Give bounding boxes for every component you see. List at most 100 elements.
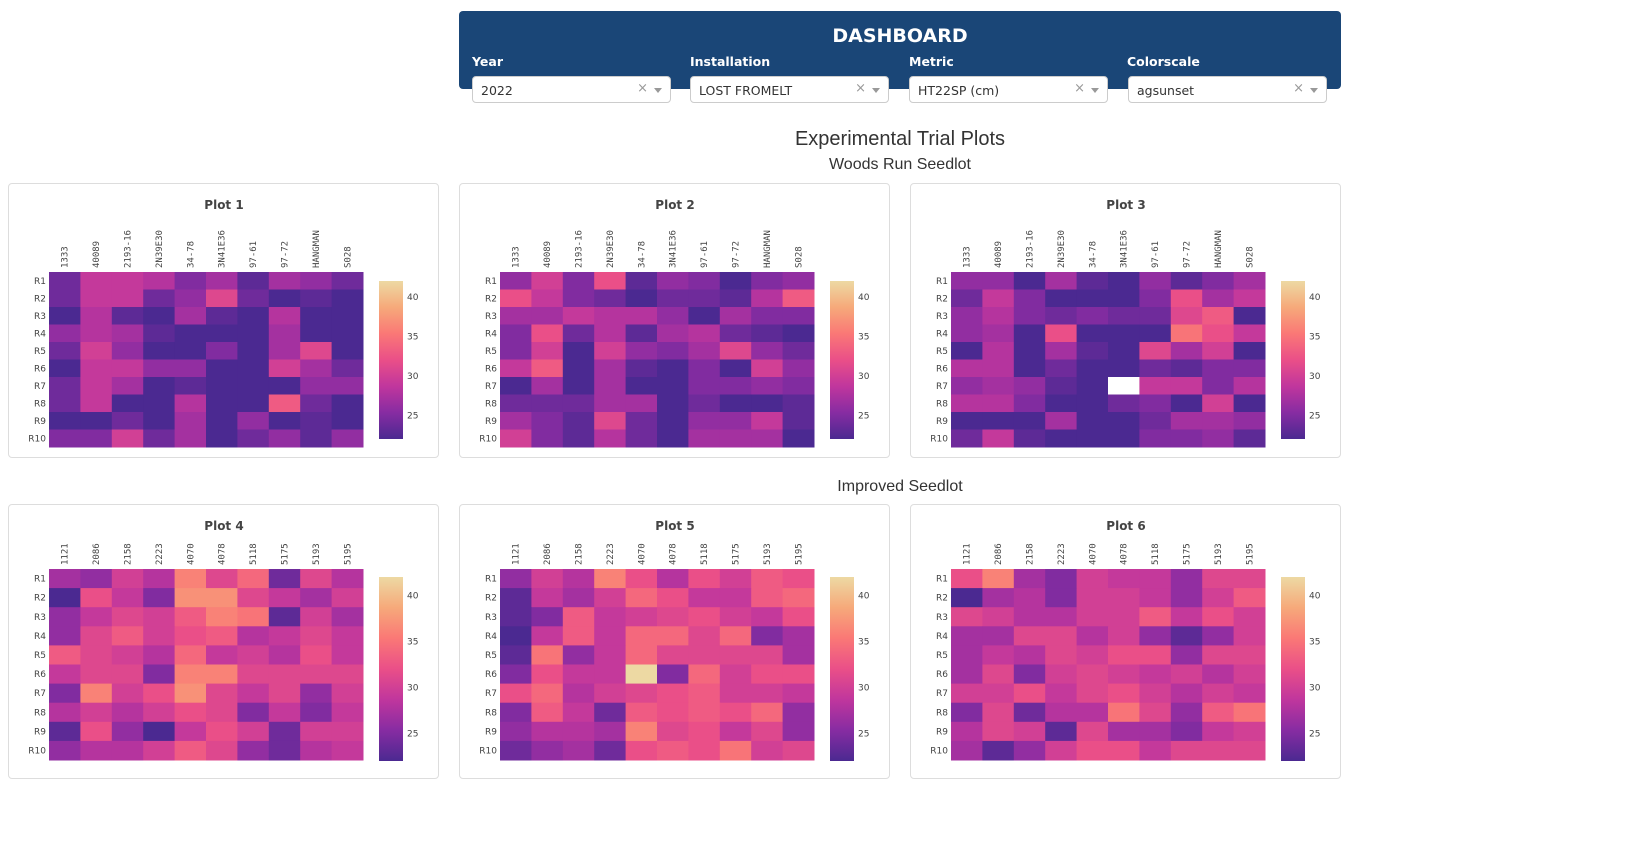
heatmap-cell[interactable] — [1013, 607, 1046, 627]
heatmap-cell[interactable] — [1170, 307, 1203, 325]
heatmap-cell[interactable] — [1170, 702, 1203, 723]
heatmap-cell[interactable] — [751, 569, 784, 589]
heatmap-cell[interactable] — [1108, 683, 1140, 704]
heatmap-cell[interactable] — [206, 740, 238, 761]
heatmap-cell[interactable] — [1202, 702, 1235, 723]
heatmap-cell[interactable] — [49, 359, 81, 378]
heatmap-cell[interactable] — [982, 377, 1015, 395]
heatmap-cell[interactable] — [206, 721, 238, 742]
heatmap-cell[interactable] — [80, 359, 113, 378]
heatmap-cell[interactable] — [688, 626, 721, 646]
heatmap-cell[interactable] — [300, 272, 333, 290]
heatmap-cell[interactable] — [982, 740, 1015, 761]
heatmap-cell[interactable] — [1202, 324, 1235, 343]
chevron-down-icon[interactable] — [1310, 88, 1318, 93]
heatmap-cell[interactable] — [300, 721, 333, 742]
heatmap-cell[interactable] — [782, 412, 815, 430]
heatmap-cell[interactable] — [1076, 569, 1109, 589]
heatmap-cell[interactable] — [1108, 626, 1140, 646]
heatmap-cell[interactable] — [1013, 377, 1046, 395]
heatmap-cell[interactable] — [300, 607, 333, 627]
heatmap-cell[interactable] — [49, 394, 81, 413]
heatmap-cell[interactable] — [982, 645, 1015, 665]
heatmap-cell[interactable] — [782, 289, 815, 308]
heatmap-cell[interactable] — [111, 645, 144, 665]
heatmap-cell[interactable] — [1170, 429, 1203, 448]
heatmap-cell[interactable] — [782, 394, 815, 413]
heatmap-cell[interactable] — [1076, 412, 1109, 430]
heatmap-cell[interactable] — [688, 377, 721, 395]
heatmap-cell[interactable] — [951, 342, 983, 360]
heatmap-cell[interactable] — [174, 412, 207, 430]
heatmap-plot-4[interactable]: Plot 4 1121 2086 2158 2223 4070 4078 5118 5175 51… — [9, 505, 440, 780]
heatmap-cell[interactable] — [625, 324, 658, 343]
heatmap-cell[interactable] — [625, 359, 658, 378]
heatmap-cell[interactable] — [1139, 569, 1172, 589]
heatmap-cell[interactable] — [206, 588, 238, 608]
heatmap-cell[interactable] — [951, 307, 983, 325]
heatmap-cell[interactable] — [268, 272, 301, 290]
heatmap-cell[interactable] — [1076, 429, 1109, 448]
heatmap-cell[interactable] — [1233, 394, 1266, 413]
chevron-down-icon[interactable] — [654, 88, 662, 93]
heatmap-cell[interactable] — [594, 359, 627, 378]
heatmap-cell[interactable] — [951, 588, 983, 608]
heatmap-cell[interactable] — [1045, 721, 1078, 742]
heatmap-cell[interactable] — [531, 588, 564, 608]
heatmap-cell[interactable] — [1233, 342, 1266, 360]
heatmap-cell[interactable] — [1013, 359, 1046, 378]
heatmap-cell[interactable] — [719, 683, 752, 704]
heatmap-plot-2[interactable]: Plot 2 1333 40089 2193-16 2N39E30 34-78 3N41E3… — [460, 184, 891, 459]
heatmap-cell[interactable] — [657, 359, 689, 378]
heatmap-cell[interactable] — [143, 683, 176, 704]
heatmap-cell[interactable] — [719, 289, 752, 308]
heatmap-cell[interactable] — [1170, 272, 1203, 290]
heatmap-cell[interactable] — [751, 588, 784, 608]
heatmap-cell[interactable] — [1076, 324, 1109, 343]
heatmap-cell[interactable] — [174, 307, 207, 325]
heatmap-cell[interactable] — [1108, 664, 1140, 685]
heatmap-cell[interactable] — [237, 569, 270, 589]
heatmap-cell[interactable] — [174, 289, 207, 308]
heatmap-cell[interactable] — [1013, 272, 1046, 290]
heatmap-cell[interactable] — [688, 307, 721, 325]
heatmap-cell[interactable] — [1108, 272, 1140, 290]
heatmap-cell[interactable] — [982, 429, 1015, 448]
heatmap-cell[interactable] — [268, 607, 301, 627]
heatmap-cell[interactable] — [268, 569, 301, 589]
heatmap-cell[interactable] — [719, 702, 752, 723]
heatmap-cell[interactable] — [1013, 740, 1046, 761]
heatmap-cell[interactable] — [300, 683, 333, 704]
heatmap-cell[interactable] — [206, 272, 238, 290]
heatmap-cell[interactable] — [331, 626, 364, 646]
heatmap-cell[interactable] — [782, 702, 815, 723]
heatmap-cell[interactable] — [237, 272, 270, 290]
heatmap-cell[interactable] — [331, 588, 364, 608]
heatmap-cell[interactable] — [1108, 359, 1140, 378]
heatmap-cell[interactable] — [1076, 721, 1109, 742]
heatmap-cell[interactable] — [80, 394, 113, 413]
heatmap-cell[interactable] — [625, 429, 658, 448]
heatmap-cell[interactable] — [500, 626, 532, 646]
heatmap-cell[interactable] — [300, 377, 333, 395]
heatmap-cell[interactable] — [143, 412, 176, 430]
heatmap-cell[interactable] — [562, 342, 595, 360]
heatmap-cell[interactable] — [1139, 412, 1172, 430]
heatmap-cell[interactable] — [500, 645, 532, 665]
heatmap-cell[interactable] — [719, 272, 752, 290]
heatmap-cell[interactable] — [300, 342, 333, 360]
heatmap-cell[interactable] — [237, 645, 270, 665]
heatmap-cell[interactable] — [1013, 721, 1046, 742]
heatmap-cell[interactable] — [1045, 412, 1078, 430]
heatmap-cell[interactable] — [111, 307, 144, 325]
heatmap-cell[interactable] — [951, 683, 983, 704]
heatmap-cell[interactable] — [951, 607, 983, 627]
heatmap-cell[interactable] — [751, 429, 784, 448]
heatmap-cell[interactable] — [982, 702, 1015, 723]
heatmap-cell[interactable] — [562, 272, 595, 290]
heatmap-cell[interactable] — [1233, 429, 1266, 448]
heatmap-cell[interactable] — [751, 740, 784, 761]
heatmap-cell[interactable] — [143, 626, 176, 646]
heatmap-cell[interactable] — [1013, 645, 1046, 665]
heatmap-cell[interactable] — [1108, 412, 1140, 430]
